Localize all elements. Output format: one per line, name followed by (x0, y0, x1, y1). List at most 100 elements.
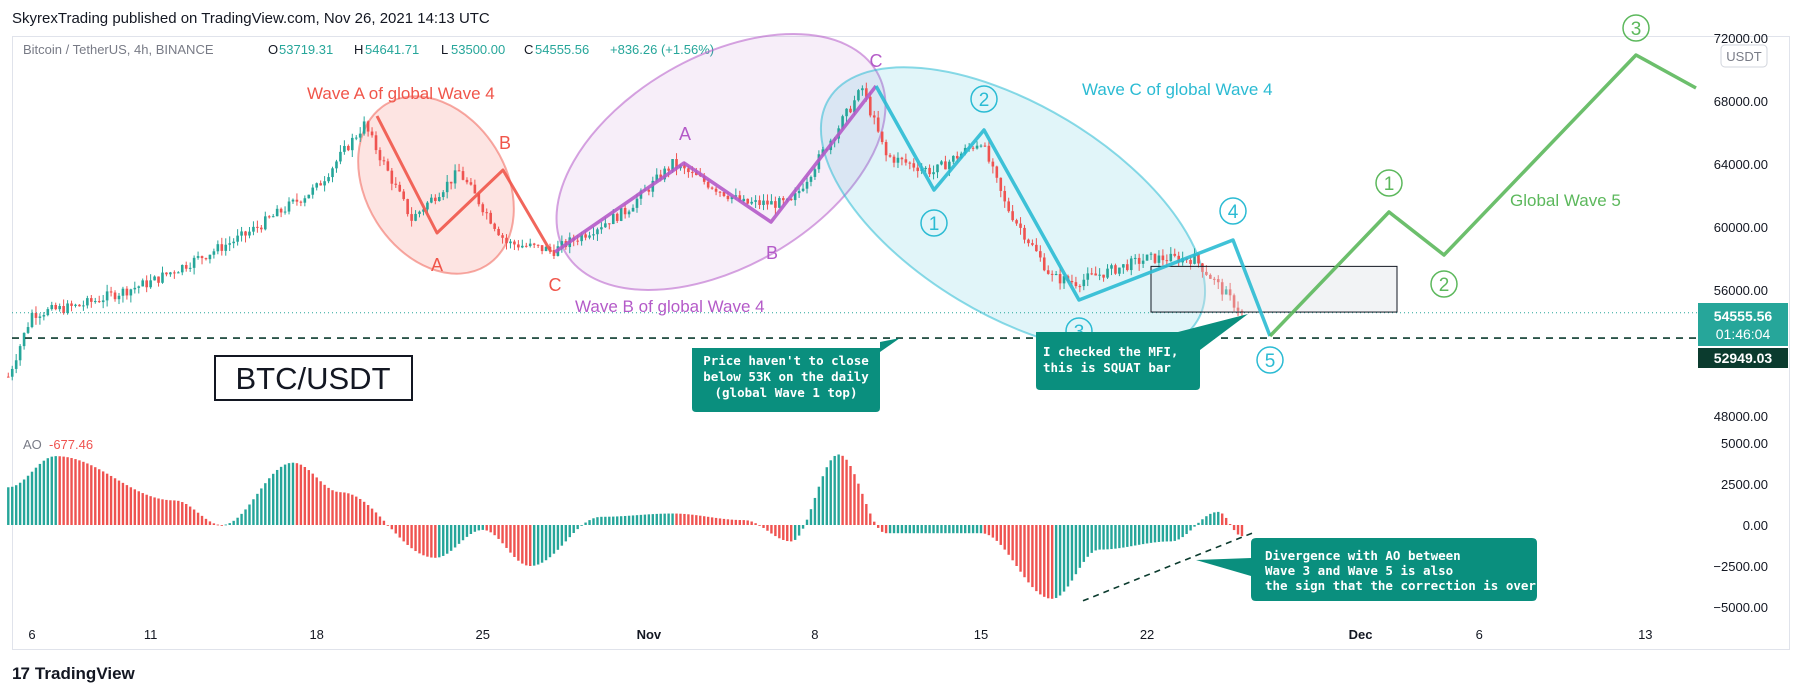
ao-bar (1011, 525, 1014, 561)
ao-bar (1149, 525, 1153, 543)
candle-body (774, 201, 777, 208)
ao-bar (1201, 519, 1204, 525)
last-price-tag: 54555.56 01:46:04 (1698, 303, 1788, 346)
ao-bar (311, 473, 314, 525)
candle-body (683, 165, 686, 169)
time-axis[interactable]: 6 11 18 25 Nov 8 15 22 Dec 6 13 (28, 627, 1652, 642)
candle-body (457, 170, 461, 172)
ao-bar (801, 525, 805, 529)
wave-c-4: 4 (1228, 202, 1239, 223)
ao-bar (418, 525, 421, 554)
ao-bar (786, 525, 789, 542)
price-note[interactable]: Price haven't to close below 53K on the … (692, 338, 900, 412)
watermark-text: BTC/USDT (236, 361, 391, 396)
open-value: 53719.31 (279, 42, 333, 57)
ao-tick-label: 0.00 (1743, 518, 1768, 533)
price-overlays (12, 53, 1705, 339)
ao-bar (1213, 512, 1216, 525)
ao-bar (797, 525, 801, 536)
candle-body (382, 160, 386, 162)
candle-body (884, 142, 888, 156)
ao-bar (1126, 525, 1129, 547)
candle-body (528, 243, 532, 247)
ao-bar (975, 525, 979, 534)
candle-body (1118, 267, 1121, 274)
ao-bar (999, 525, 1002, 545)
candle-body (1205, 271, 1208, 275)
ao-bar (343, 492, 346, 525)
ao-bar (912, 525, 915, 534)
ao-axis[interactable]: 5000.00 2500.00 0.00 −2500.00 −5000.00 (1713, 436, 1768, 615)
ao-bar (564, 525, 568, 542)
candle-body (809, 176, 813, 182)
ao-bar (1031, 525, 1034, 588)
candle-body (544, 246, 548, 252)
candle-body (295, 199, 299, 202)
candle-body (615, 213, 619, 221)
ao-bar (291, 462, 295, 525)
ao-bar (734, 519, 738, 525)
global-circles: 1 2 3 (1375, 14, 1650, 298)
ao-divergence-line (1082, 532, 1253, 602)
ao-bar (58, 456, 61, 525)
ao-bar (185, 504, 188, 525)
ao-bar (643, 514, 647, 525)
ao-bar (1062, 525, 1066, 592)
ao-bar (1019, 525, 1022, 572)
price-tick-label: 68000.00 (1714, 94, 1768, 109)
wave-b-label-b: B (766, 243, 778, 263)
currency-badge[interactable]: USDT (1720, 44, 1768, 68)
ao-bar (714, 517, 718, 525)
mfi-note[interactable]: I checked the MFI, this is SQUAT bar (1036, 314, 1248, 390)
ao-bar (323, 484, 326, 525)
ao-bar (758, 525, 761, 526)
wave-c-title: Wave C of global Wave 4 (1082, 80, 1273, 99)
ao-bar (1134, 525, 1137, 546)
ao-bar (1240, 525, 1244, 537)
ao-bar (730, 519, 734, 525)
ao-bar (987, 525, 991, 536)
candle-body (991, 161, 995, 167)
candle-body (532, 243, 536, 245)
candle-body (109, 291, 113, 293)
ao-bar (153, 497, 156, 525)
ao-bar (896, 525, 900, 534)
candle-body (805, 181, 809, 189)
candle-body (90, 298, 93, 302)
ao-bar (691, 514, 694, 525)
tradingview-logo[interactable]: 17 TradingView (12, 664, 135, 684)
ao-bar (774, 525, 777, 537)
candle-body (248, 231, 251, 236)
candle-body (117, 295, 121, 300)
wave-c-2: 2 (979, 90, 990, 111)
ao-bar (904, 525, 908, 534)
ao-bar (616, 516, 619, 525)
ao-bar (70, 458, 73, 525)
ao-bar (952, 525, 955, 534)
candle-body (461, 171, 465, 180)
ao-bar (307, 470, 310, 525)
ao-note[interactable]: Divergence with AO between Wave 3 and Wa… (1196, 538, 1537, 601)
ao-bar (525, 525, 528, 566)
candle-body (1165, 260, 1169, 262)
candle-body (944, 161, 947, 170)
ao-bar (837, 454, 840, 525)
candle-body (1054, 274, 1058, 276)
ao-bar (967, 525, 971, 534)
candle-body (758, 200, 761, 205)
ao-bar (402, 525, 405, 542)
candle-body (161, 272, 164, 283)
ao-bar (766, 525, 769, 531)
ao-bar (141, 493, 144, 525)
ao-bar (355, 496, 358, 525)
price-axis[interactable]: 72000.00 68000.00 64000.00 60000.00 56000.00… (1714, 31, 1768, 424)
price-tick-label: 64000.00 (1714, 157, 1768, 172)
candle-body (560, 241, 564, 247)
candle-body (912, 163, 916, 168)
ao-bar (78, 460, 81, 525)
publisher-line: SkyrexTrading published on TradingView.c… (12, 10, 490, 27)
candle-body (196, 256, 200, 258)
ao-bar (1090, 525, 1093, 553)
candle-body (204, 258, 208, 260)
